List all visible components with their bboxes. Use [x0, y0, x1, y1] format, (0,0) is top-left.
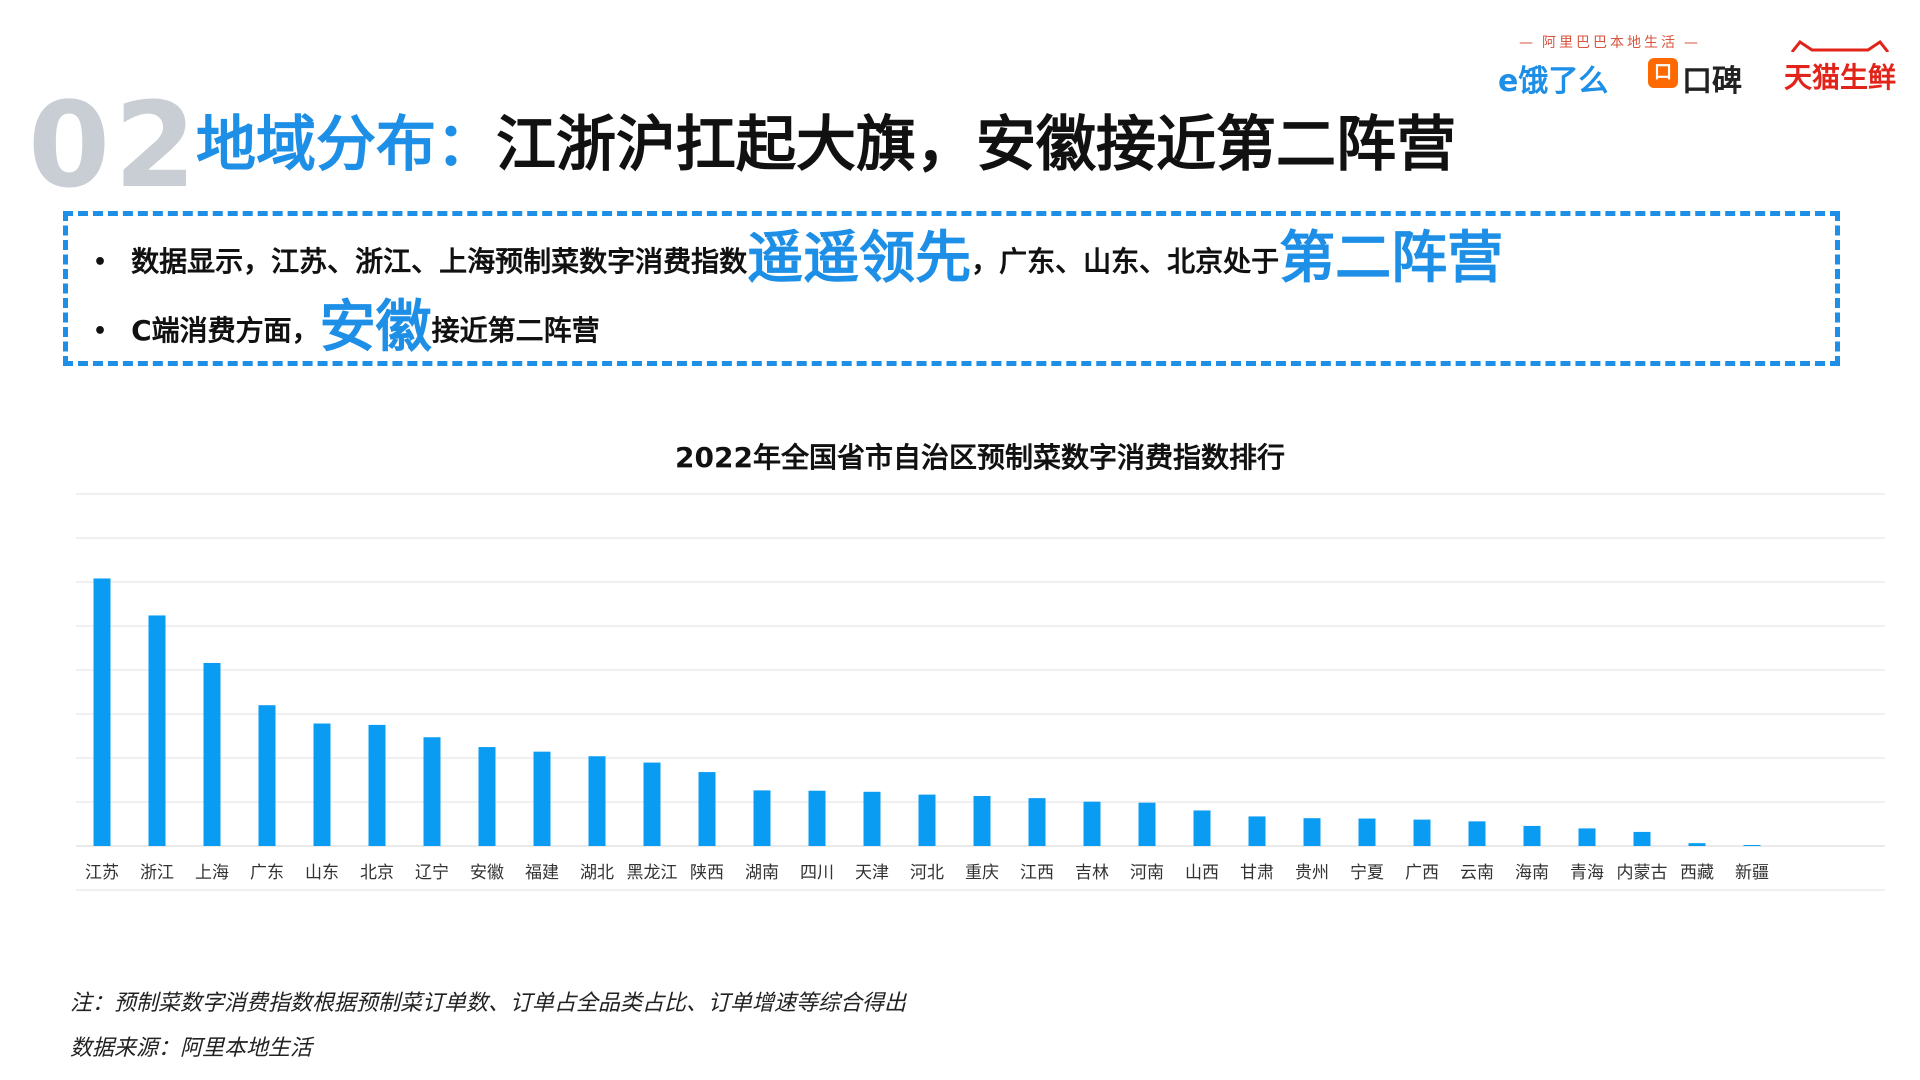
page-title-rest: 江浙沪扛起大旗，安徽接近第二阵营 — [496, 110, 1456, 180]
summary-line-2-text-a: C端消费方面， — [131, 314, 320, 347]
bar-29 — [1633, 831, 1651, 846]
bar-chart: 江苏 浙江 上海 广东 山东 北京 辽宁 安徽 福建 湖北 黑龙江 陕西 湖南 四川 天津 河北 重庆 江西 吉林 河… — [76, 493, 1885, 891]
tmall-cat-ears-icon — [1790, 40, 1890, 52]
summary-line-2: • C端消费方面，安徽接近第二阵营 — [93, 300, 600, 356]
x-tick-label: 湖南 — [745, 863, 779, 883]
summary-line-1-text-a: 数据显示，江苏、浙江、上海预制菜数字消费指数 — [131, 245, 748, 278]
tmall-fresh-logo: 天猫生鲜 — [1782, 40, 1898, 100]
x-tick-label: 宁夏 — [1350, 863, 1384, 883]
x-tick-label: 湖北 — [580, 863, 614, 883]
x-tick-label: 上海 — [195, 863, 229, 883]
x-tick-label: 新疆 — [1735, 863, 1769, 883]
x-tick-label: 安徽 — [470, 863, 504, 883]
x-tick-label: 江苏 — [85, 863, 119, 883]
bar-19 — [1083, 801, 1101, 846]
alibaba-local-logo: 阿里巴巴本地生活 — [1490, 32, 1730, 52]
x-tick-label: 浙江 — [140, 863, 174, 883]
bar-4 — [258, 705, 276, 846]
x-tick-label: 福建 — [525, 863, 559, 883]
bar-23 — [1303, 818, 1321, 846]
bar-14 — [808, 790, 826, 846]
bar-5 — [313, 723, 331, 846]
x-tick-label: 江西 — [1020, 863, 1054, 883]
x-tick-label: 西藏 — [1680, 863, 1714, 883]
x-tick-label: 山东 — [305, 863, 339, 883]
bar-25 — [1413, 819, 1431, 846]
eleme-logo: e饿了么 — [1498, 64, 1609, 99]
bar-21 — [1193, 810, 1211, 846]
x-tick-label: 贵州 — [1295, 863, 1329, 883]
bar-24 — [1358, 818, 1376, 846]
bar-16 — [918, 794, 936, 846]
bar-31 — [1743, 845, 1761, 846]
koubei-logo: 口碑 — [1682, 64, 1742, 99]
summary-line-2-text-b: 接近第二阵营 — [431, 314, 600, 347]
x-tick-label: 青海 — [1570, 863, 1604, 883]
bar-28 — [1578, 828, 1596, 846]
x-tick-label: 海南 — [1515, 863, 1549, 883]
x-tick-label: 山西 — [1185, 863, 1219, 883]
x-tick-label: 重庆 — [965, 863, 999, 883]
koubei-icon: 口 — [1648, 58, 1678, 88]
x-tick-label: 北京 — [360, 863, 394, 883]
x-tick-label: 天津 — [855, 863, 889, 883]
bar-22 — [1248, 816, 1266, 846]
page-title-highlight: 地域分布： — [196, 110, 496, 180]
bar-6 — [368, 724, 386, 846]
data-source: 数据来源：阿里本地生活 — [70, 1036, 313, 1061]
bullet-dot: • — [93, 250, 108, 275]
x-tick-label: 广西 — [1405, 863, 1439, 883]
bar-30 — [1688, 843, 1706, 846]
bar-18 — [1028, 798, 1046, 846]
summary-line-1-emphasis-1: 遥遥领先 — [747, 226, 972, 291]
x-tick-label: 河南 — [1130, 863, 1164, 883]
x-tick-label: 甘肃 — [1240, 863, 1274, 883]
summary-line-1-text-b: ，广东、山东、北京处于 — [971, 245, 1280, 278]
bar-3 — [203, 662, 221, 846]
page-title: 地域分布：江浙沪扛起大旗，安徽接近第二阵营 — [196, 112, 1456, 178]
bar-1 — [93, 578, 111, 846]
bar-11 — [643, 762, 661, 846]
summary-line-1: • 数据显示，江苏、浙江、上海预制菜数字消费指数遥遥领先，广东、山东、北京处于第二… — [93, 231, 1503, 287]
x-tick-label: 广东 — [250, 863, 284, 883]
brand-logos: 阿里巴巴本地生活 e饿了么 口 口碑 天猫生鲜 — [1490, 30, 1910, 100]
x-tick-label: 四川 — [800, 863, 834, 883]
bar-13 — [753, 790, 771, 846]
x-tick-label: 辽宁 — [415, 863, 449, 883]
summary-line-2-emphasis: 安徽 — [319, 295, 432, 360]
bar-26 — [1468, 821, 1486, 846]
x-tick-label: 内蒙古 — [1617, 863, 1668, 883]
bar-15 — [863, 791, 881, 846]
section-number: 02 — [28, 76, 201, 214]
summary-box: • 数据显示，江苏、浙江、上海预制菜数字消费指数遥遥领先，广东、山东、北京处于第二… — [63, 211, 1840, 366]
chart-title: 2022年全国省市自治区预制菜数字消费指数排行 — [675, 441, 1285, 474]
bar-7 — [423, 737, 441, 846]
bar-17 — [973, 796, 991, 846]
footnote: 注：预制菜数字消费指数根据预制菜订单数、订单占全品类占比、订单增速等综合得出 — [70, 991, 907, 1016]
bar-2 — [148, 615, 166, 846]
bar-9 — [533, 751, 551, 846]
x-tick-label: 黑龙江 — [627, 863, 678, 883]
bar-10 — [588, 756, 606, 846]
bar-27 — [1523, 825, 1541, 846]
bar-20 — [1138, 802, 1156, 846]
bullet-dot: • — [93, 319, 108, 344]
bar-12 — [698, 772, 716, 846]
x-tick-label: 吉林 — [1075, 863, 1109, 883]
summary-line-1-emphasis-2: 第二阵营 — [1279, 226, 1504, 291]
tmall-fresh-text: 天猫生鲜 — [1783, 61, 1896, 94]
bar-8 — [478, 747, 496, 846]
x-tick-label: 云南 — [1460, 863, 1494, 883]
x-tick-label: 陕西 — [690, 863, 724, 883]
x-tick-label: 河北 — [910, 863, 944, 883]
